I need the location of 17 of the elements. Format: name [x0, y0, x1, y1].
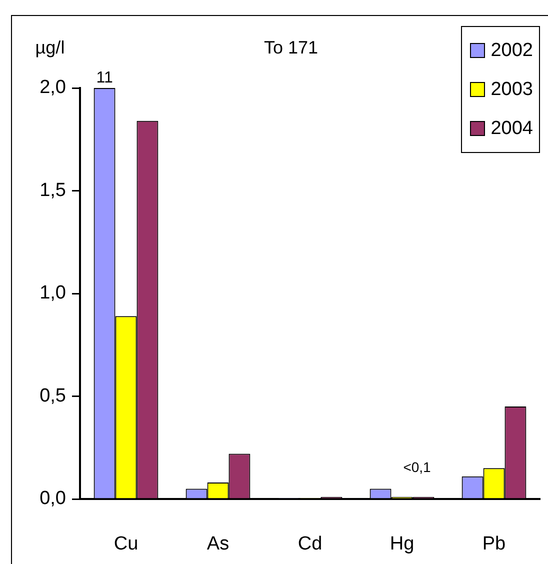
- x-tick-label: As: [206, 534, 230, 555]
- text: 11: [96, 69, 113, 86]
- y-tick-label: 2,0: [40, 77, 66, 98]
- y-tick-label: 0,0: [40, 488, 66, 510]
- x-tick-label: Hg: [390, 534, 414, 555]
- chart-title: To 171: [264, 38, 318, 58]
- x-tick-label: Cd: [298, 534, 322, 555]
- y-tick-label: 1,5: [40, 180, 66, 201]
- x-tick-label: Pb: [482, 534, 506, 555]
- legend-label: 2002: [490, 40, 533, 62]
- legend-label: 2003: [490, 78, 533, 100]
- legend-label: 2004: [490, 118, 533, 140]
- annotation: <0,1: [403, 458, 432, 475]
- y-axis-title: µg/l: [35, 38, 65, 58]
- y-tick-label: 1,0: [40, 282, 66, 304]
- x-tick-label: Cu: [114, 534, 138, 555]
- y-tick-label: 0,5: [40, 385, 66, 406]
